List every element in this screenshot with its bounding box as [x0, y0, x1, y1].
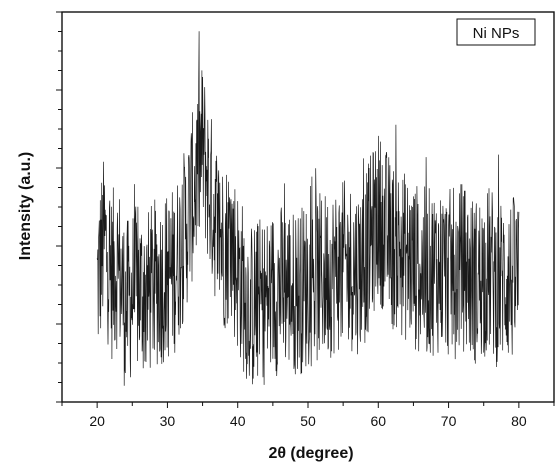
x-tick-label: 80 [511, 413, 527, 429]
y-axis-ticks [56, 11, 62, 403]
series-line-ni-nps [96, 31, 520, 386]
x-axis-title: 2θ (degree) [268, 445, 353, 462]
x-axis-ticks: 20 30 40 50 60 70 80 [61, 402, 555, 429]
x-tick-label: 70 [441, 413, 457, 429]
legend-entry-label: Ni NPs [473, 25, 520, 42]
x-tick-label: 60 [370, 413, 386, 429]
x-tick-label: 30 [160, 413, 176, 429]
legend: Ni NPs [456, 18, 536, 46]
x-tick-label: 50 [300, 413, 316, 429]
x-tick-label: 20 [89, 413, 105, 429]
y-axis-title: Intensity (a.u.) [17, 152, 34, 260]
series-layer [96, 31, 520, 386]
x-tick-label: 40 [230, 413, 246, 429]
legend-box [456, 18, 536, 46]
